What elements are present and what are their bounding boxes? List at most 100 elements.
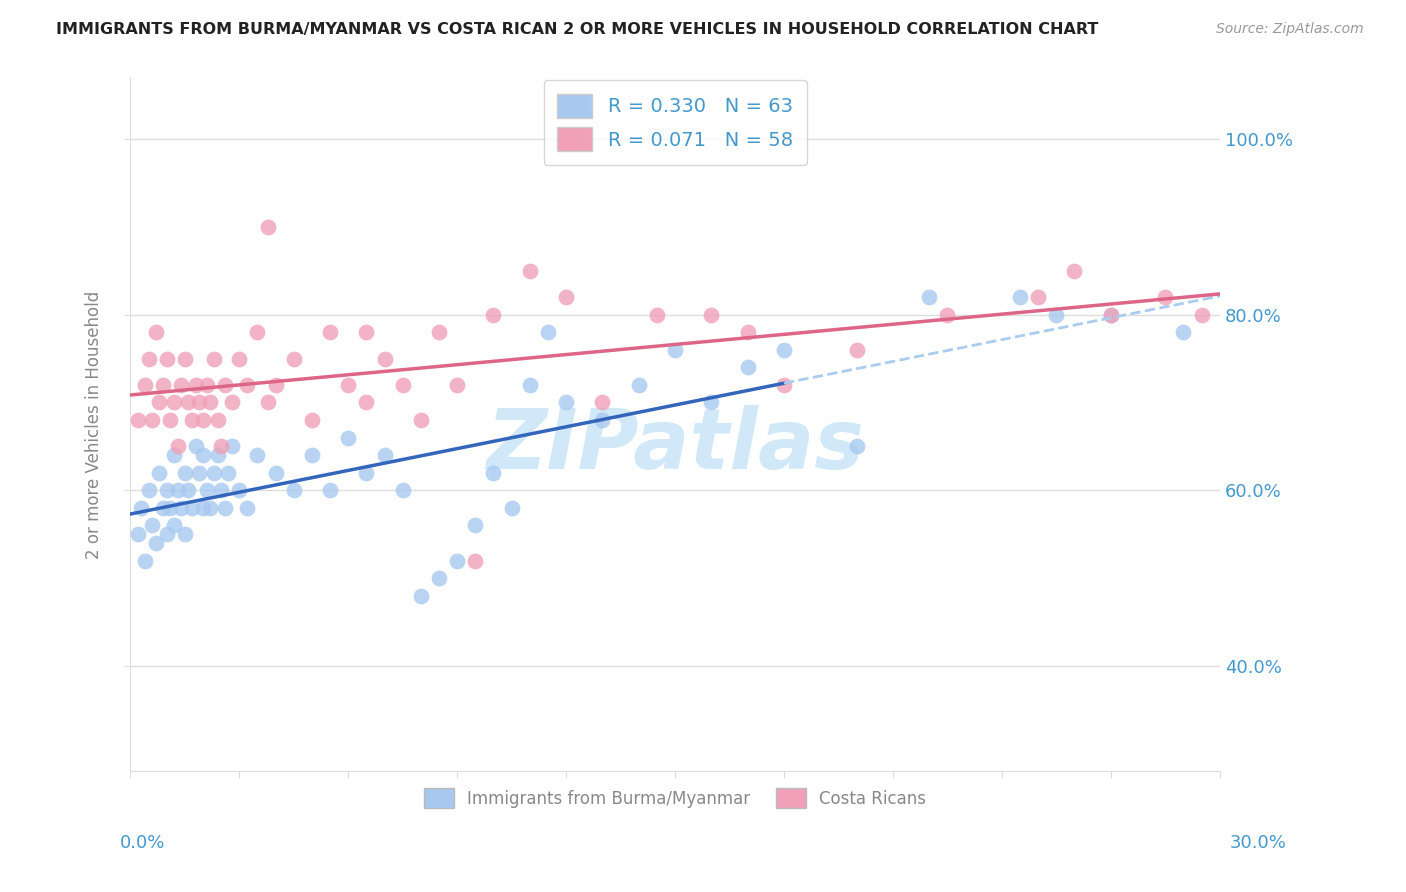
Point — [177, 483, 200, 498]
Point — [188, 466, 211, 480]
Point — [209, 439, 232, 453]
Point — [191, 448, 214, 462]
Point — [319, 325, 342, 339]
Point — [138, 351, 160, 366]
Point — [519, 377, 541, 392]
Point — [1173, 325, 1195, 339]
Point — [207, 413, 229, 427]
Point — [1045, 308, 1067, 322]
Point — [141, 413, 163, 427]
Point — [134, 553, 156, 567]
Point — [166, 439, 188, 453]
Point — [214, 500, 236, 515]
Point — [173, 351, 195, 366]
Text: 0.0%: 0.0% — [120, 834, 165, 852]
Point — [845, 343, 868, 357]
Point — [918, 290, 941, 304]
Point — [1191, 308, 1213, 322]
Point — [845, 439, 868, 453]
Point — [627, 377, 650, 392]
Point — [159, 413, 181, 427]
Point — [737, 325, 759, 339]
Point — [264, 466, 287, 480]
Point — [177, 395, 200, 409]
Point — [257, 219, 280, 234]
Point — [264, 377, 287, 392]
Point — [283, 351, 305, 366]
Point — [156, 483, 179, 498]
Point — [191, 500, 214, 515]
Text: Source: ZipAtlas.com: Source: ZipAtlas.com — [1216, 22, 1364, 37]
Point — [145, 536, 167, 550]
Point — [235, 377, 257, 392]
Point — [170, 500, 193, 515]
Point — [1154, 290, 1177, 304]
Point — [537, 325, 560, 339]
Point — [195, 377, 218, 392]
Text: 30.0%: 30.0% — [1230, 834, 1286, 852]
Point — [173, 466, 195, 480]
Point — [519, 263, 541, 277]
Point — [409, 589, 432, 603]
Point — [145, 325, 167, 339]
Point — [482, 466, 505, 480]
Point — [173, 527, 195, 541]
Y-axis label: 2 or more Vehicles in Household: 2 or more Vehicles in Household — [86, 290, 103, 558]
Point — [1026, 290, 1049, 304]
Point — [152, 500, 174, 515]
Point — [409, 413, 432, 427]
Point — [391, 377, 413, 392]
Point — [202, 466, 225, 480]
Point — [482, 308, 505, 322]
Point — [464, 518, 486, 533]
Point — [446, 553, 468, 567]
Point — [127, 527, 149, 541]
Point — [163, 395, 186, 409]
Point — [195, 483, 218, 498]
Point — [156, 351, 179, 366]
Point — [202, 351, 225, 366]
Point — [228, 483, 250, 498]
Legend: Immigrants from Burma/Myanmar, Costa Ricans: Immigrants from Burma/Myanmar, Costa Ric… — [418, 781, 932, 815]
Point — [555, 395, 578, 409]
Point — [221, 439, 243, 453]
Point — [1063, 263, 1085, 277]
Point — [591, 395, 613, 409]
Point — [181, 500, 204, 515]
Point — [737, 360, 759, 375]
Point — [138, 483, 160, 498]
Point — [645, 308, 668, 322]
Point — [700, 395, 723, 409]
Point — [555, 290, 578, 304]
Point — [446, 377, 468, 392]
Point — [228, 351, 250, 366]
Point — [134, 377, 156, 392]
Point — [246, 325, 269, 339]
Point — [337, 431, 360, 445]
Point — [356, 325, 378, 339]
Point — [163, 518, 186, 533]
Point — [209, 483, 232, 498]
Point — [214, 377, 236, 392]
Text: IMMIGRANTS FROM BURMA/MYANMAR VS COSTA RICAN 2 OR MORE VEHICLES IN HOUSEHOLD COR: IMMIGRANTS FROM BURMA/MYANMAR VS COSTA R… — [56, 22, 1098, 37]
Point — [337, 377, 360, 392]
Point — [159, 500, 181, 515]
Point — [257, 395, 280, 409]
Point — [200, 500, 222, 515]
Point — [700, 308, 723, 322]
Point — [148, 466, 170, 480]
Point — [181, 413, 204, 427]
Point — [1008, 290, 1031, 304]
Point — [163, 448, 186, 462]
Point — [156, 527, 179, 541]
Point — [356, 466, 378, 480]
Point — [221, 395, 243, 409]
Point — [374, 351, 396, 366]
Point — [188, 395, 211, 409]
Point — [200, 395, 222, 409]
Point — [301, 448, 323, 462]
Point — [501, 500, 523, 515]
Point — [246, 448, 269, 462]
Point — [283, 483, 305, 498]
Point — [207, 448, 229, 462]
